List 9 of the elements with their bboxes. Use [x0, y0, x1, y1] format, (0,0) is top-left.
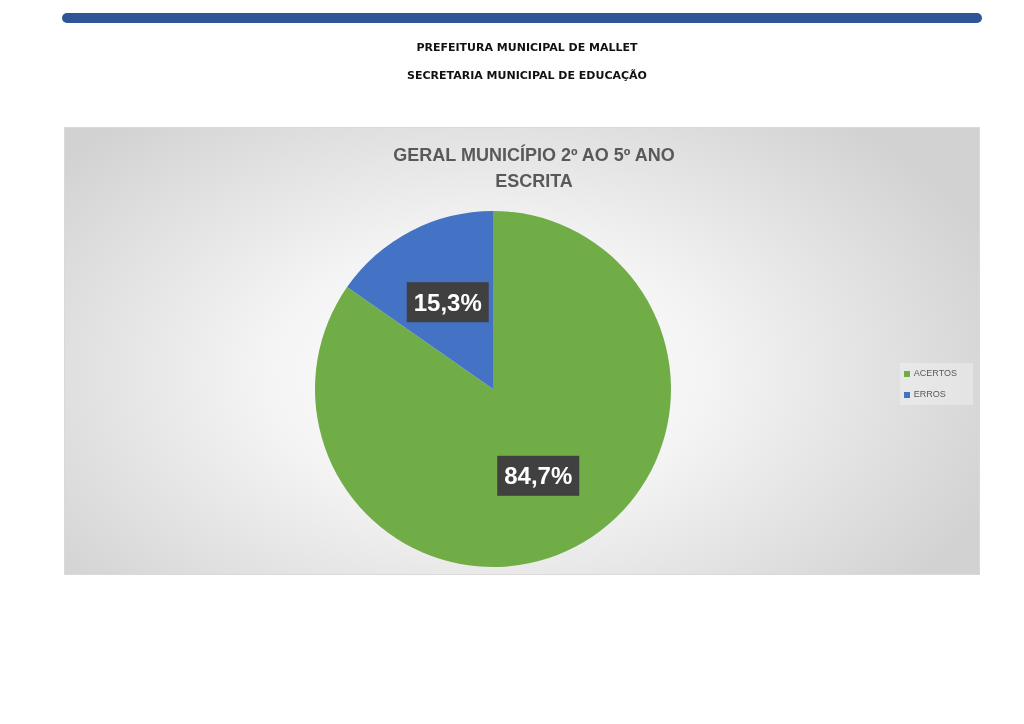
chart-subtitle: ESCRITA: [494, 170, 574, 193]
chart-title: GERAL MUNICÍPIO 2º AO 5º ANO: [392, 143, 676, 167]
data-label: 84,7%: [504, 462, 573, 490]
text: SECRETARIA MUNICIPAL DE EDUCAÇÃO: [407, 69, 647, 82]
legend-label: ERROS: [913, 389, 946, 399]
data-label: 15,3%: [413, 288, 482, 316]
pie-slice: [315, 211, 671, 567]
text: PREFEITURA MUNICIPAL DE MALLET: [416, 41, 638, 54]
legend-label: ACERTOS: [913, 368, 957, 378]
